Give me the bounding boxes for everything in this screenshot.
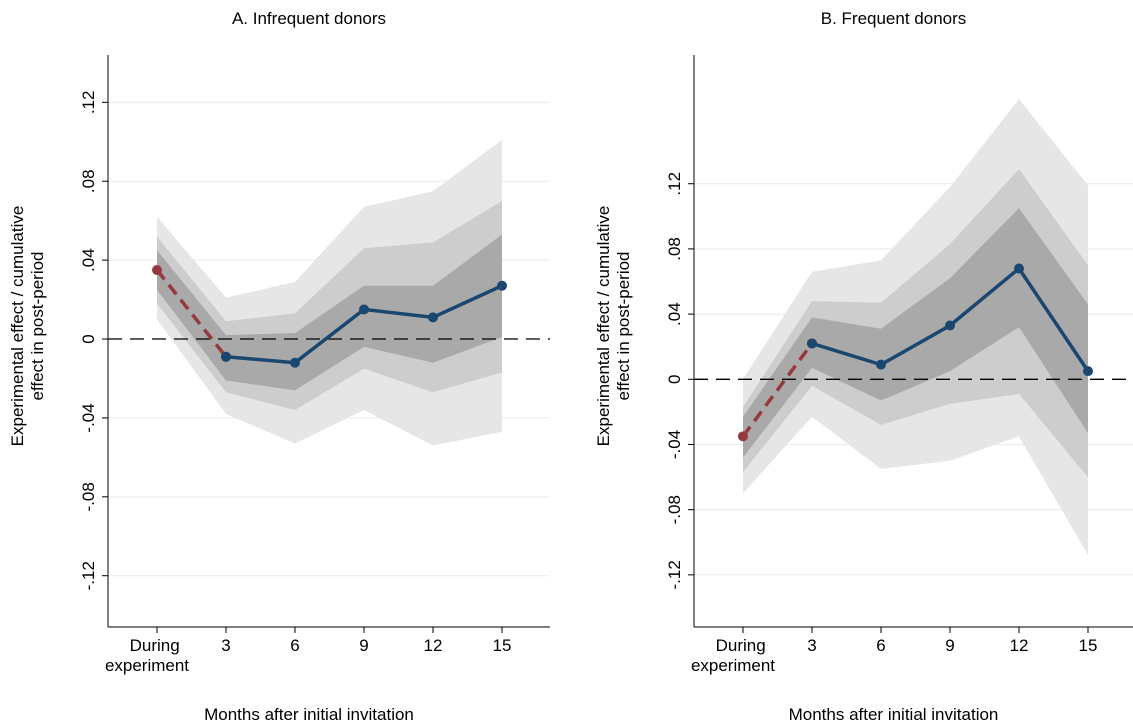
y-tick-label: .08 [79, 169, 98, 193]
x-tick-label: 15 [493, 636, 512, 655]
panel-title: B. Frequent donors [821, 9, 967, 28]
y-axis-label: Experimental effect / cumulative [8, 206, 27, 447]
data-point [876, 359, 886, 370]
data-point [497, 280, 507, 291]
y-tick-label: 0 [79, 334, 98, 343]
y-axis-label: effect in post-period [614, 252, 633, 401]
y-tick-label: .12 [79, 91, 98, 115]
y-tick-label: .12 [665, 172, 684, 196]
data-point [152, 264, 162, 275]
data-point [1083, 366, 1093, 377]
x-tick-label: 9 [359, 636, 368, 655]
data-point [807, 338, 817, 349]
x-tick-label: 9 [945, 636, 954, 655]
panel-title: A. Infrequent donors [232, 9, 386, 28]
x-tick-label: 12 [424, 636, 443, 655]
data-point [738, 431, 748, 442]
series-line [741, 342, 814, 438]
y-tick-label: 0 [665, 375, 684, 384]
x-axis-label: Months after initial invitation [204, 705, 414, 724]
y-tick-label: .04 [79, 248, 98, 272]
y-tick-label: -.12 [665, 560, 684, 589]
y-tick-label: -.08 [665, 495, 684, 524]
data-point [428, 312, 438, 323]
x-tick-label: 3 [221, 636, 230, 655]
confidence-band [157, 234, 502, 391]
y-tick-label: -.04 [665, 430, 684, 459]
confidence-band [743, 208, 1088, 458]
data-point [1014, 263, 1024, 274]
data-point [945, 320, 955, 331]
data-point [290, 357, 300, 368]
data-point [359, 304, 369, 315]
y-tick-label: -.04 [79, 403, 98, 432]
y-axis-label: effect in post-period [28, 252, 47, 401]
y-tick-label: .08 [665, 237, 684, 261]
x-tick-label: 12 [1010, 636, 1029, 655]
data-point [221, 351, 231, 362]
x-tick-label: 15 [1079, 636, 1098, 655]
x-tick-label: During experiment [691, 636, 775, 675]
x-tick-label: 3 [807, 636, 816, 655]
x-tick-label: 6 [876, 636, 885, 655]
y-axis-label: Experimental effect / cumulative [594, 206, 613, 447]
x-tick-label: During experiment [105, 636, 189, 675]
y-tick-label: .04 [665, 302, 684, 326]
y-tick-label: -.08 [79, 482, 98, 511]
y-tick-label: -.12 [79, 561, 98, 590]
x-axis-label: Months after initial invitation [789, 705, 999, 724]
x-tick-label: 6 [290, 636, 299, 655]
